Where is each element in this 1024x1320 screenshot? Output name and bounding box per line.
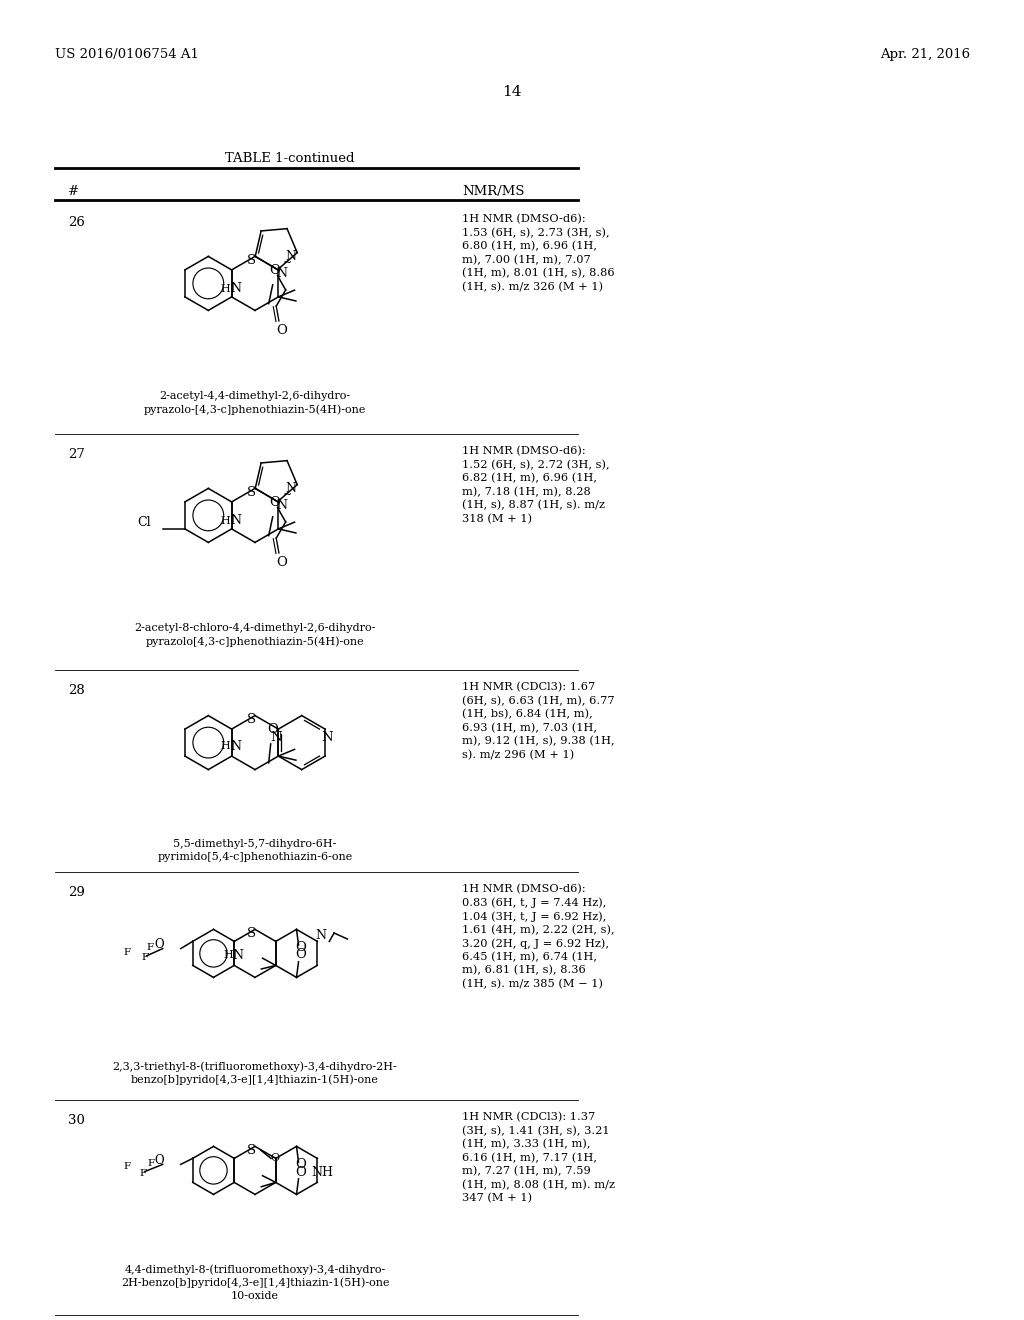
Text: 29: 29 xyxy=(68,886,85,899)
Text: N: N xyxy=(315,929,327,942)
Text: (1H, s), 8.87 (1H, s). m/z: (1H, s), 8.87 (1H, s). m/z xyxy=(462,500,605,511)
Text: 1.04 (3H, t, J = 6.92 Hz),: 1.04 (3H, t, J = 6.92 Hz), xyxy=(462,911,606,921)
Text: O: O xyxy=(269,264,281,277)
Text: s). m/z 296 (M + 1): s). m/z 296 (M + 1) xyxy=(462,750,574,760)
Text: S: S xyxy=(247,253,256,267)
Text: N: N xyxy=(276,499,287,512)
Text: H: H xyxy=(221,284,230,294)
Text: N: N xyxy=(322,730,333,743)
Text: 1H NMR (DMSO-d6):: 1H NMR (DMSO-d6): xyxy=(462,214,586,224)
Text: 1H NMR (CDCl3): 1.67: 1H NMR (CDCl3): 1.67 xyxy=(462,682,595,692)
Text: pyrimido[5,4-c]phenothiazin-6-one: pyrimido[5,4-c]phenothiazin-6-one xyxy=(158,853,352,862)
Text: benzo[b]pyrido[4,3-e][1,4]thiazin-1(5H)-one: benzo[b]pyrido[4,3-e][1,4]thiazin-1(5H)-… xyxy=(131,1074,379,1085)
Text: F: F xyxy=(141,953,148,962)
Text: N: N xyxy=(286,249,297,263)
Text: 1.52 (6H, s), 2.72 (3H, s),: 1.52 (6H, s), 2.72 (3H, s), xyxy=(462,459,609,470)
Text: 14: 14 xyxy=(502,84,522,99)
Text: 1H NMR (CDCl3): 1.37: 1H NMR (CDCl3): 1.37 xyxy=(462,1111,595,1122)
Text: 2,3,3-triethyl-8-(trifluoromethoxy)-3,4-dihydro-2H-: 2,3,3-triethyl-8-(trifluoromethoxy)-3,4-… xyxy=(113,1061,397,1072)
Text: F: F xyxy=(146,942,154,952)
Text: O: O xyxy=(295,941,306,954)
Text: pyrazolo-[4,3-c]phenothiazin-5(4H)-one: pyrazolo-[4,3-c]phenothiazin-5(4H)-one xyxy=(143,404,367,414)
Text: (1H, s). m/z 326 (M + 1): (1H, s). m/z 326 (M + 1) xyxy=(462,281,603,292)
Text: O: O xyxy=(267,723,279,737)
Text: NMR/MS: NMR/MS xyxy=(462,185,524,198)
Text: (1H, m), 3.33 (1H, m),: (1H, m), 3.33 (1H, m), xyxy=(462,1139,591,1150)
Text: O: O xyxy=(276,557,287,569)
Text: O: O xyxy=(270,1154,280,1163)
Text: 1.61 (4H, m), 2.22 (2H, s),: 1.61 (4H, m), 2.22 (2H, s), xyxy=(462,924,614,935)
Text: (3H, s), 1.41 (3H, s), 3.21: (3H, s), 1.41 (3H, s), 3.21 xyxy=(462,1126,609,1135)
Text: N: N xyxy=(232,949,244,962)
Text: N: N xyxy=(230,739,241,752)
Text: (1H, bs), 6.84 (1H, m),: (1H, bs), 6.84 (1H, m), xyxy=(462,709,593,719)
Text: O: O xyxy=(154,1154,164,1167)
Text: F: F xyxy=(147,1159,155,1168)
Text: O: O xyxy=(295,1159,306,1171)
Text: m), 6.81 (1H, s), 8.36: m), 6.81 (1H, s), 8.36 xyxy=(462,965,586,975)
Text: S: S xyxy=(247,927,256,940)
Text: 6.80 (1H, m), 6.96 (1H,: 6.80 (1H, m), 6.96 (1H, xyxy=(462,242,597,251)
Text: pyrazolo[4,3-c]phenothiazin-5(4H)-one: pyrazolo[4,3-c]phenothiazin-5(4H)-one xyxy=(145,636,365,647)
Text: 30: 30 xyxy=(68,1114,85,1127)
Text: 2-acetyl-4,4-dimethyl-2,6-dihydro-: 2-acetyl-4,4-dimethyl-2,6-dihydro- xyxy=(160,391,350,401)
Text: m), 7.27 (1H, m), 7.59: m), 7.27 (1H, m), 7.59 xyxy=(462,1166,591,1176)
Text: US 2016/0106754 A1: US 2016/0106754 A1 xyxy=(55,48,199,61)
Text: O: O xyxy=(276,325,287,338)
Text: NH: NH xyxy=(311,1166,333,1179)
Text: H: H xyxy=(221,516,230,525)
Text: #: # xyxy=(68,185,79,198)
Text: S: S xyxy=(247,1144,256,1156)
Text: 26: 26 xyxy=(68,216,85,228)
Text: F: F xyxy=(139,1170,146,1177)
Text: N: N xyxy=(270,730,283,743)
Text: 5,5-dimethyl-5,7-dihydro-6H-: 5,5-dimethyl-5,7-dihydro-6H- xyxy=(173,840,337,849)
Text: H: H xyxy=(221,741,230,751)
Text: 6.93 (1H, m), 7.03 (1H,: 6.93 (1H, m), 7.03 (1H, xyxy=(462,722,597,733)
Text: m), 9.12 (1H, s), 9.38 (1H,: m), 9.12 (1H, s), 9.38 (1H, xyxy=(462,737,614,746)
Text: 3.20 (2H, q, J = 6.92 Hz),: 3.20 (2H, q, J = 6.92 Hz), xyxy=(462,939,609,949)
Text: m), 7.00 (1H, m), 7.07: m), 7.00 (1H, m), 7.07 xyxy=(462,255,591,265)
Text: TABLE 1-continued: TABLE 1-continued xyxy=(225,152,354,165)
Text: 28: 28 xyxy=(68,684,85,697)
Text: 6.16 (1H, m), 7.17 (1H,: 6.16 (1H, m), 7.17 (1H, xyxy=(462,1152,597,1163)
Text: ~: ~ xyxy=(283,490,292,500)
Text: 6.45 (1H, m), 6.74 (1H,: 6.45 (1H, m), 6.74 (1H, xyxy=(462,952,597,962)
Text: 1H NMR (DMSO-d6):: 1H NMR (DMSO-d6): xyxy=(462,446,586,457)
Text: F: F xyxy=(123,948,130,957)
Text: 27: 27 xyxy=(68,447,85,461)
Text: H: H xyxy=(223,950,233,961)
Text: O: O xyxy=(269,496,281,510)
Text: O: O xyxy=(295,949,306,961)
Text: 6.82 (1H, m), 6.96 (1H,: 6.82 (1H, m), 6.96 (1H, xyxy=(462,473,597,483)
Text: O: O xyxy=(295,1166,306,1179)
Text: 2-acetyl-8-chloro-4,4-dimethyl-2,6-dihydro-: 2-acetyl-8-chloro-4,4-dimethyl-2,6-dihyd… xyxy=(134,623,376,634)
Text: N: N xyxy=(286,482,297,495)
Text: 1H NMR (DMSO-d6):: 1H NMR (DMSO-d6): xyxy=(462,884,586,895)
Text: 10-oxide: 10-oxide xyxy=(231,1291,279,1302)
Text: (6H, s), 6.63 (1H, m), 6.77: (6H, s), 6.63 (1H, m), 6.77 xyxy=(462,696,614,706)
Text: N: N xyxy=(276,267,287,280)
Text: (1H, m), 8.01 (1H, s), 8.86: (1H, m), 8.01 (1H, s), 8.86 xyxy=(462,268,614,279)
Text: (1H, m), 8.08 (1H, m). m/z: (1H, m), 8.08 (1H, m). m/z xyxy=(462,1180,615,1189)
Text: 347 (M + 1): 347 (M + 1) xyxy=(462,1193,532,1204)
Text: 2H-benzo[b]pyrido[4,3-e][1,4]thiazin-1(5H)-one: 2H-benzo[b]pyrido[4,3-e][1,4]thiazin-1(5… xyxy=(121,1278,389,1288)
Text: ~: ~ xyxy=(283,259,292,268)
Text: 0.83 (6H, t, J = 7.44 Hz),: 0.83 (6H, t, J = 7.44 Hz), xyxy=(462,898,606,908)
Text: Cl: Cl xyxy=(137,516,151,529)
Text: O: O xyxy=(154,939,164,952)
Text: 318 (M + 1): 318 (M + 1) xyxy=(462,513,532,524)
Text: Apr. 21, 2016: Apr. 21, 2016 xyxy=(880,48,970,61)
Text: N: N xyxy=(230,515,241,528)
Text: N: N xyxy=(230,282,241,296)
Text: F: F xyxy=(123,1163,130,1171)
Text: S: S xyxy=(247,713,256,726)
Text: 1.53 (6H, s), 2.73 (3H, s),: 1.53 (6H, s), 2.73 (3H, s), xyxy=(462,227,609,238)
Text: S: S xyxy=(247,486,256,499)
Text: m), 7.18 (1H, m), 8.28: m), 7.18 (1H, m), 8.28 xyxy=(462,487,591,496)
Text: 4,4-dimethyl-8-(trifluoromethoxy)-3,4-dihydro-: 4,4-dimethyl-8-(trifluoromethoxy)-3,4-di… xyxy=(124,1265,386,1275)
Text: (1H, s). m/z 385 (M − 1): (1H, s). m/z 385 (M − 1) xyxy=(462,978,603,989)
